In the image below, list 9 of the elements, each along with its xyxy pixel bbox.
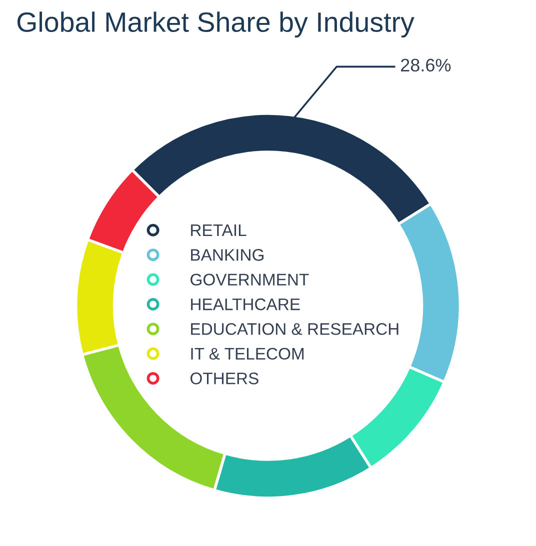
legend-label: EDUCATION & RESEARCH bbox=[191, 323, 398, 335]
legend-label: HEALTHCARE bbox=[191, 298, 300, 310]
legend-label: RETAIL bbox=[191, 224, 246, 236]
chart-title: Global Market Share by Industry bbox=[17, 12, 414, 38]
legend-label: GOVERNMENT bbox=[190, 274, 309, 286]
legend-label: BANKING bbox=[191, 249, 264, 261]
data-label: 28.6% bbox=[400, 58, 451, 72]
legend-label: OTHERS bbox=[190, 372, 258, 384]
legend-label: IT & TELECOM bbox=[191, 348, 304, 360]
